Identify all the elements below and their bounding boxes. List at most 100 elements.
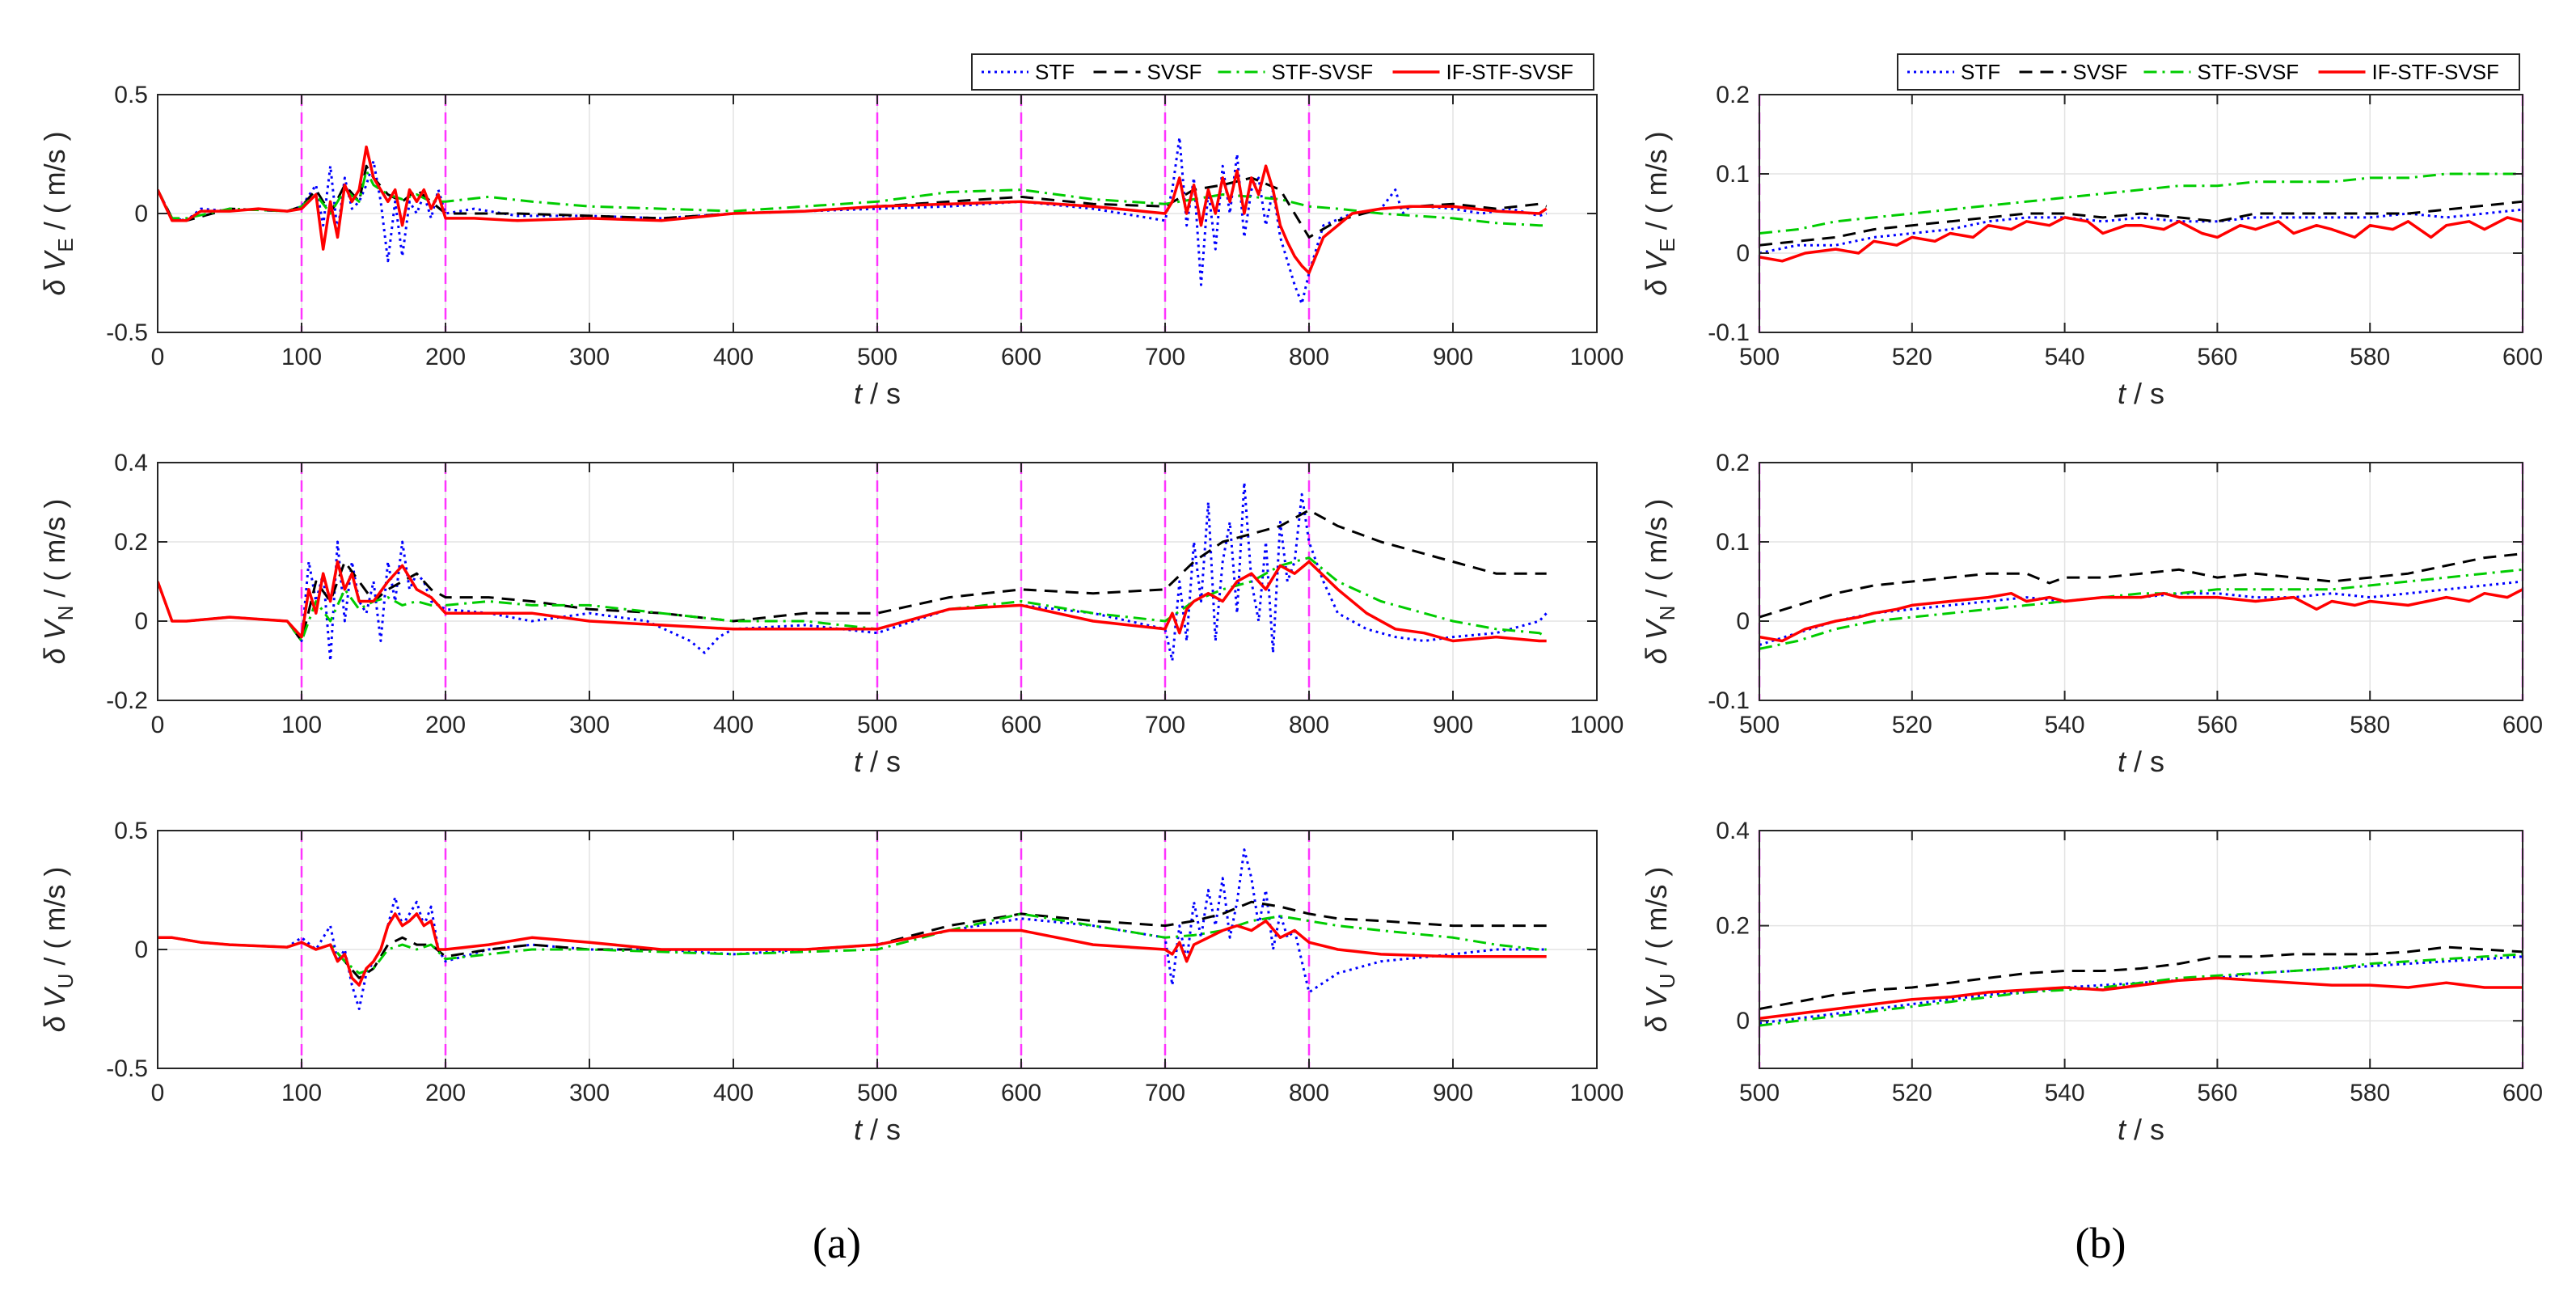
- x-tick-label: 540: [2045, 712, 2085, 738]
- x-axis-unit: / s: [862, 377, 901, 410]
- y-axis-subscript: N: [53, 606, 78, 621]
- y-tick-label: 0.5: [114, 82, 148, 108]
- x-tick-label: 100: [281, 712, 322, 738]
- y-tick-label: 0: [1736, 608, 1750, 635]
- y-tick-label: 0: [134, 937, 148, 963]
- x-tick-label: 900: [1433, 712, 1473, 738]
- y-axis-subscript: E: [1655, 238, 1679, 252]
- y-axis-label: δ VE / ( m/s ): [38, 131, 78, 295]
- x-tick-label: 200: [425, 712, 466, 738]
- x-tick-label: 1000: [1570, 712, 1624, 738]
- y-tick-label: 0.2: [114, 529, 148, 556]
- x-tick-label: 400: [713, 712, 754, 738]
- x-tick-label: 700: [1145, 1080, 1185, 1106]
- y-axis-variable: δ V: [38, 618, 71, 664]
- x-axis-variable: t: [2118, 377, 2127, 410]
- x-tick-label: 580: [2350, 344, 2390, 370]
- series-line-stf-svsf: [158, 556, 1548, 642]
- x-tick-label: 800: [1289, 1080, 1329, 1106]
- x-tick-label: 1000: [1570, 1080, 1624, 1106]
- y-axis-subscript: N: [1655, 606, 1679, 621]
- x-tick-label: 500: [1739, 712, 1780, 738]
- x-tick-label: 600: [1001, 1080, 1041, 1106]
- panel-label-a: (a): [813, 1219, 861, 1267]
- y-axis-label: δ VN / ( m/s ): [38, 499, 78, 665]
- chart-b-VN: 500 520 540 560 580 600 -0.1 0 0.1 0.2 t / s δ VN /…: [1640, 450, 2543, 778]
- legend: STF SVSF STF-SVSF IF-STF-SVSF: [1897, 53, 2520, 91]
- x-tick-label: 580: [2350, 1080, 2390, 1106]
- y-tick-label: 0.2: [1716, 82, 1750, 108]
- x-axis-variable: t: [2118, 1113, 2127, 1146]
- legend-label: SVSF: [1147, 60, 1202, 84]
- y-axis-variable: δ V: [1640, 986, 1673, 1032]
- y-tick-label: 0.5: [114, 818, 148, 844]
- x-axis-variable: t: [2118, 745, 2127, 778]
- x-tick-label: 600: [1001, 712, 1041, 738]
- x-axis-label: t / s: [854, 1113, 901, 1146]
- legend-label: IF-STF-SVSF: [2372, 60, 2499, 84]
- series-group: [1759, 552, 2523, 650]
- x-tick-label: 100: [281, 344, 322, 370]
- series-line-svsf: [158, 164, 1548, 239]
- x-tick-label: 580: [2350, 712, 2390, 738]
- y-axis-variable: δ V: [38, 986, 71, 1032]
- legend-label: SVSF: [2073, 60, 2128, 84]
- x-tick-label: 520: [1892, 344, 1932, 370]
- x-axis-label: t / s: [854, 745, 901, 778]
- y-tick-label: -0.1: [1708, 687, 1750, 714]
- series-group: [158, 481, 1548, 662]
- x-tick-label: 560: [2197, 1080, 2237, 1106]
- series-group: [158, 136, 1548, 306]
- x-tick-label: 520: [1892, 1080, 1932, 1106]
- y-axis-variable: δ V: [1640, 618, 1673, 664]
- x-tick-label: 520: [1892, 712, 1932, 738]
- series-line-if-stf-svsf: [1759, 588, 2523, 643]
- legend-label: IF-STF-SVSF: [1446, 60, 1573, 84]
- y-tick-label: -0.5: [106, 319, 148, 346]
- y-axis-label: δ VE / ( m/s ): [1640, 131, 1679, 295]
- x-tick-label: 400: [713, 344, 754, 370]
- series-line-if-stf-svsf: [1759, 216, 2523, 263]
- x-tick-label: 800: [1289, 344, 1329, 370]
- x-axis-unit: / s: [2126, 377, 2164, 410]
- legend-label: STF-SVSF: [1272, 60, 1374, 84]
- x-axis-label: t / s: [2118, 377, 2164, 410]
- x-tick-label: 500: [857, 712, 897, 738]
- y-tick-label: 0: [1736, 1008, 1750, 1034]
- series-line-if-stf-svsf: [158, 560, 1547, 643]
- x-tick-label: 500: [1739, 1080, 1780, 1106]
- chart-a-VN: 0 100 200 300 400 500 600 700 800 900 1000-0.200.2…: [38, 450, 1624, 778]
- series-line-svsf: [158, 900, 1547, 979]
- y-axis-subscript: U: [53, 974, 78, 989]
- y-tick-label: 0.1: [1716, 161, 1750, 188]
- y-tick-label: 0: [134, 201, 148, 227]
- plot-area: [1759, 463, 2523, 700]
- y-tick-label: 0.2: [1716, 913, 1750, 940]
- x-axis-variable: t: [854, 1113, 864, 1146]
- y-tick-label: 0.1: [1716, 529, 1750, 556]
- series-line-stf-svsf: [1759, 953, 2523, 1027]
- y-axis-unit: / ( m/s ): [1640, 499, 1673, 606]
- x-tick-label: 900: [1433, 344, 1473, 370]
- y-tick-label: 0.4: [1716, 818, 1750, 844]
- series-line-if-stf-svsf: [158, 145, 1548, 275]
- legend-box: [1897, 53, 2520, 91]
- x-axis-unit: / s: [862, 1113, 901, 1146]
- y-axis-unit: / ( m/s ): [1640, 131, 1673, 238]
- series-group: [1759, 172, 2523, 263]
- x-tick-label: 700: [1145, 344, 1185, 370]
- chart-b-VE: 500 520 540 560 580 600 -0.1 0 0.1 0.2 t / s δ VE /…: [1640, 53, 2543, 410]
- chart-b-VU: 500 520 540 560 580 600 0 0.2 0.4 t / s δ VU / ( m…: [1640, 818, 2543, 1146]
- legend-label: STF: [1961, 60, 2000, 84]
- series-line-if-stf-svsf: [1759, 976, 2523, 1021]
- y-tick-label: -0.5: [106, 1055, 148, 1082]
- x-tick-label: 200: [425, 1080, 466, 1106]
- x-axis-variable: t: [854, 377, 864, 410]
- plot-area: [1759, 831, 2523, 1068]
- series-line-stf: [158, 481, 1548, 662]
- x-tick-label: 540: [2045, 344, 2085, 370]
- y-axis-variable: δ V: [38, 250, 71, 296]
- series-line-if-stf-svsf: [158, 912, 1547, 987]
- series-line-svsf: [1759, 200, 2523, 247]
- x-tick-label: 300: [569, 712, 610, 738]
